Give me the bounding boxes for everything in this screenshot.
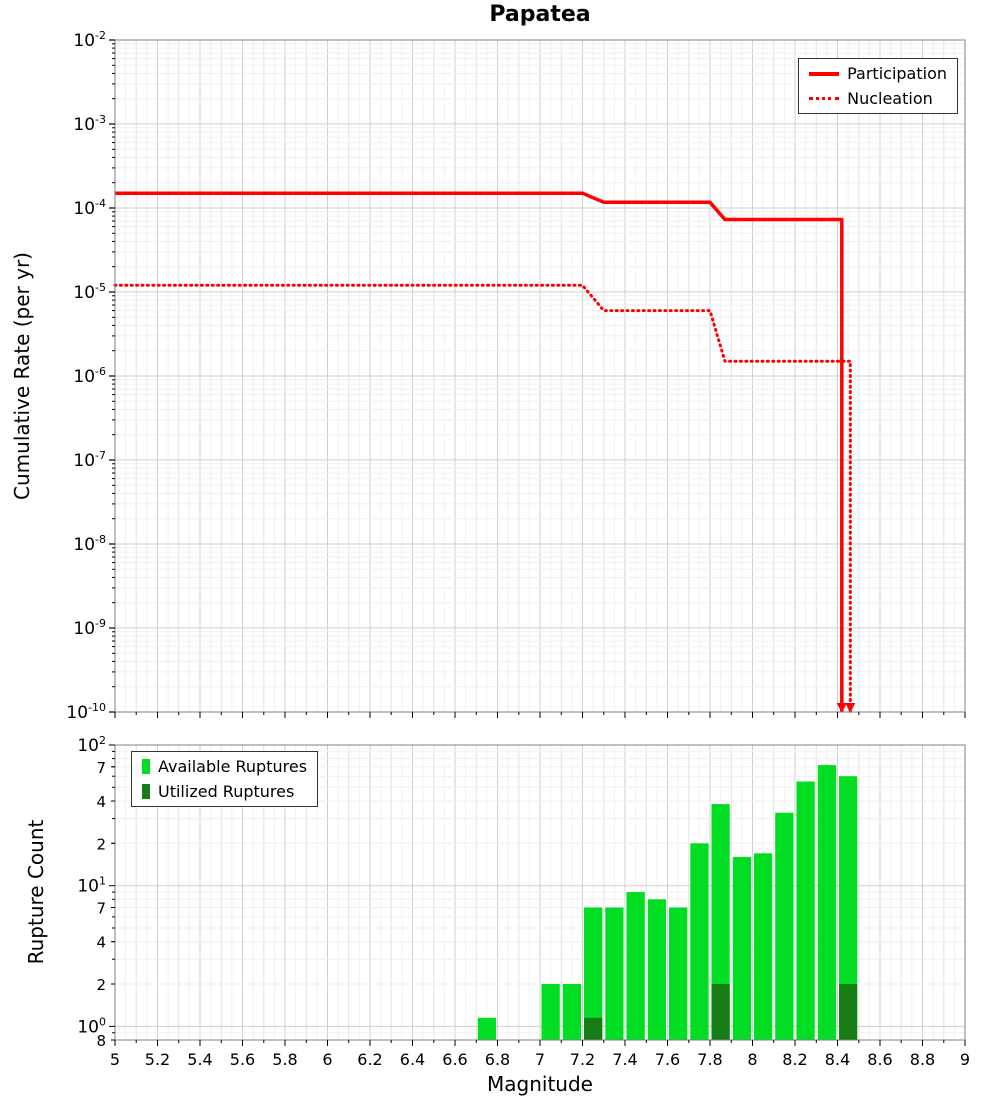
svg-text:8.4: 8.4 xyxy=(825,1050,850,1069)
svg-text:6.6: 6.6 xyxy=(442,1050,467,1069)
svg-text:7.6: 7.6 xyxy=(655,1050,680,1069)
legend-item-nucleation: Nucleation xyxy=(809,89,947,108)
svg-text:10-2: 10-2 xyxy=(73,29,106,51)
chart-title: Papatea xyxy=(489,2,591,27)
x-axis-label: Magnitude xyxy=(487,1072,593,1096)
svg-text:8.8: 8.8 xyxy=(910,1050,935,1069)
svg-text:4: 4 xyxy=(96,934,106,952)
svg-text:8: 8 xyxy=(96,1032,106,1050)
svg-text:10-7: 10-7 xyxy=(73,449,106,471)
legend-label-available: Available Ruptures xyxy=(158,757,308,776)
svg-text:10-8: 10-8 xyxy=(73,533,106,555)
svg-text:5.2: 5.2 xyxy=(145,1050,170,1069)
svg-text:8: 8 xyxy=(747,1050,757,1069)
participation-line-swatch xyxy=(809,71,840,76)
svg-text:2: 2 xyxy=(96,976,106,994)
legend-item-participation: Participation xyxy=(809,64,947,83)
svg-text:10-9: 10-9 xyxy=(73,617,106,639)
svg-text:5: 5 xyxy=(110,1050,120,1069)
svg-text:9: 9 xyxy=(960,1050,970,1069)
svg-text:10-5: 10-5 xyxy=(73,281,106,303)
bottom-legend: Available Ruptures Utilized Ruptures xyxy=(131,751,319,807)
top-legend: Participation Nucleation xyxy=(798,58,958,114)
svg-text:5.4: 5.4 xyxy=(187,1050,212,1069)
svg-text:10-6: 10-6 xyxy=(73,365,106,387)
svg-text:7.4: 7.4 xyxy=(612,1050,637,1069)
svg-text:5.6: 5.6 xyxy=(230,1050,255,1069)
svg-text:7: 7 xyxy=(96,759,106,777)
svg-text:4: 4 xyxy=(96,793,106,811)
svg-text:6.4: 6.4 xyxy=(400,1050,425,1069)
legend-item-utilized-ruptures: Utilized Ruptures xyxy=(142,782,307,801)
svg-text:7: 7 xyxy=(96,899,106,917)
svg-text:10-3: 10-3 xyxy=(73,113,106,135)
svg-text:10-10: 10-10 xyxy=(66,701,106,723)
svg-text:8.6: 8.6 xyxy=(867,1050,892,1069)
svg-text:5.8: 5.8 xyxy=(272,1050,297,1069)
bottom-y-axis-label: Rupture Count xyxy=(24,819,48,965)
top-y-axis-label: Cumulative Rate (per yr) xyxy=(10,252,34,500)
svg-text:10-4: 10-4 xyxy=(73,197,106,219)
utilized-swatch xyxy=(142,784,150,799)
legend-item-available-ruptures: Available Ruptures xyxy=(142,757,307,776)
svg-text:101: 101 xyxy=(77,875,106,897)
svg-text:6.2: 6.2 xyxy=(357,1050,382,1069)
nucleation-line-swatch xyxy=(809,97,840,100)
legend-label-utilized: Utilized Ruptures xyxy=(158,782,295,801)
svg-text:6.8: 6.8 xyxy=(485,1050,510,1069)
svg-text:7: 7 xyxy=(535,1050,545,1069)
svg-text:7.2: 7.2 xyxy=(570,1050,595,1069)
legend-label-participation: Participation xyxy=(847,64,947,83)
svg-text:100: 100 xyxy=(77,1015,106,1037)
svg-text:6: 6 xyxy=(322,1050,332,1069)
svg-text:7.8: 7.8 xyxy=(697,1050,722,1069)
svg-text:102: 102 xyxy=(77,734,106,756)
legend-label-nucleation: Nucleation xyxy=(847,89,933,108)
available-swatch xyxy=(142,759,150,774)
svg-text:8.2: 8.2 xyxy=(782,1050,807,1069)
svg-text:2: 2 xyxy=(96,835,106,853)
